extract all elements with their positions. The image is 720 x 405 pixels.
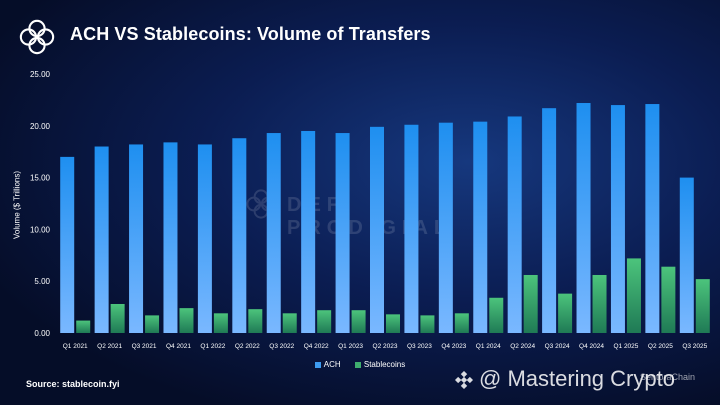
y-tick-label: 15.00: [30, 174, 51, 183]
bar-stablecoins: [351, 310, 366, 333]
category-group: Q2 2023: [370, 126, 400, 350]
x-tick-label: Q2 2021: [97, 343, 122, 350]
bar-ach: [197, 144, 212, 333]
y-tick-label: 10.00: [30, 225, 51, 234]
x-tick-label: Q3 2025: [682, 343, 707, 350]
bar-stablecoins: [558, 293, 573, 333]
category-group: Q2 2022: [232, 138, 263, 350]
bar-ach: [335, 133, 350, 333]
diamond-logo-icon: [455, 371, 473, 390]
category-group: Q3 2025: [679, 177, 710, 350]
x-tick-label: Q1 2021: [63, 343, 88, 350]
category-group: Q3 2023: [404, 124, 435, 350]
category-group: Q4 2023: [438, 122, 469, 350]
category-group: Q1 2022: [197, 144, 228, 350]
category-group: Q3 2024: [542, 108, 573, 350]
x-tick-label: Q4 2023: [441, 343, 466, 350]
bar-stablecoins: [110, 303, 125, 333]
bar-stablecoins: [454, 313, 469, 333]
y-tick-label: 20.00: [30, 122, 51, 131]
x-tick-label: Q2 2024: [510, 343, 535, 350]
legend-item-stablecoins: Stablecoins: [354, 360, 406, 370]
bar-stablecoins: [386, 314, 400, 333]
bar-ach: [473, 121, 488, 333]
category-group: Q4 2022: [301, 130, 332, 350]
bar-stablecoins: [695, 279, 710, 333]
chart-title: ACH VS Stablecoins: Volume of Transfers: [70, 24, 431, 44]
legend-swatch-stablecoins: [354, 362, 361, 369]
bar-ach: [94, 146, 109, 333]
bar-ach: [576, 103, 591, 334]
footer-watermark-text: @ Mastering Crypto: [479, 366, 675, 391]
bar-stablecoins: [145, 315, 160, 333]
bar-stablecoins: [213, 313, 228, 333]
x-tick-label: Q2 2022: [235, 343, 260, 350]
bar-ach: [679, 177, 694, 333]
x-tick-label: Q3 2022: [269, 343, 294, 350]
bar-ach: [266, 133, 281, 333]
y-tick-label: 0.00: [34, 329, 50, 338]
bar-stablecoins: [179, 308, 194, 333]
category-group: Q1 2024: [473, 121, 504, 350]
bar-stablecoins: [489, 297, 504, 333]
bar-stablecoins: [248, 309, 263, 333]
x-tick-label: Q1 2022: [200, 343, 225, 350]
circle-knot-logo-icon: [19, 19, 55, 55]
x-tick-label: Q3 2024: [545, 343, 570, 350]
bar-stablecoins: [626, 258, 641, 333]
x-tick-label: Q2 2025: [648, 343, 673, 350]
category-group: Q3 2022: [266, 133, 297, 350]
bar-ach: [404, 124, 419, 333]
bar-stablecoins: [317, 310, 332, 333]
category-group: Q4 2024: [576, 103, 607, 350]
bar-ach: [232, 138, 247, 333]
category-group: Q3 2021: [129, 144, 160, 350]
x-tick-label: Q3 2021: [132, 343, 157, 350]
bar-stablecoins: [661, 266, 676, 333]
x-tick-label: Q1 2023: [338, 343, 363, 350]
x-tick-label: Q4 2021: [166, 343, 191, 350]
bar-ach: [163, 142, 178, 333]
category-group: Q4 2021: [163, 142, 194, 350]
bar-ach: [610, 105, 625, 333]
legend: ACH Stablecoins: [0, 360, 720, 369]
bar-ach: [507, 116, 522, 333]
y-tick-label: 5.00: [34, 277, 50, 286]
category-group: Q2 2024: [507, 116, 538, 350]
bar-ach: [370, 126, 384, 333]
bar-stablecoins: [76, 320, 91, 333]
x-tick-label: Q1 2024: [476, 343, 501, 350]
category-group: Q1 2021: [60, 156, 91, 350]
x-tick-label: Q2 2023: [373, 343, 398, 350]
category-group: Q1 2023: [335, 133, 366, 350]
category-group: Q1 2025: [610, 105, 641, 350]
legend-label-ach: ACH: [323, 360, 341, 370]
bar-stablecoins: [282, 313, 297, 333]
x-tick-label: Q4 2024: [579, 343, 604, 350]
legend-label-stablecoins: Stablecoins: [363, 360, 406, 370]
legend-swatch-ach: [314, 362, 321, 369]
bar-ach: [129, 144, 144, 333]
x-tick-label: Q4 2022: [304, 343, 329, 350]
source-note: Source: stablecoin.fyi: [26, 379, 120, 389]
bar-stablecoins: [523, 274, 538, 333]
bar-ach: [438, 122, 453, 333]
footer-watermark-small: SentoraChain: [640, 372, 696, 382]
bar-ach: [542, 108, 557, 333]
x-tick-label: Q1 2025: [613, 343, 638, 350]
x-tick-label: Q3 2023: [407, 343, 432, 350]
category-group: Q2 2021: [94, 146, 125, 350]
bar-stablecoins: [420, 315, 435, 333]
footer-watermark: @ Mastering Crypto: [455, 366, 675, 392]
category-group: Q2 2025: [645, 104, 676, 350]
bar-ach: [60, 156, 75, 333]
bar-ach: [301, 130, 316, 333]
bar-stablecoins: [592, 274, 607, 333]
y-tick-label: 25.00: [30, 70, 51, 79]
bar-ach: [645, 104, 660, 333]
legend-item-ach: ACH: [314, 360, 341, 370]
